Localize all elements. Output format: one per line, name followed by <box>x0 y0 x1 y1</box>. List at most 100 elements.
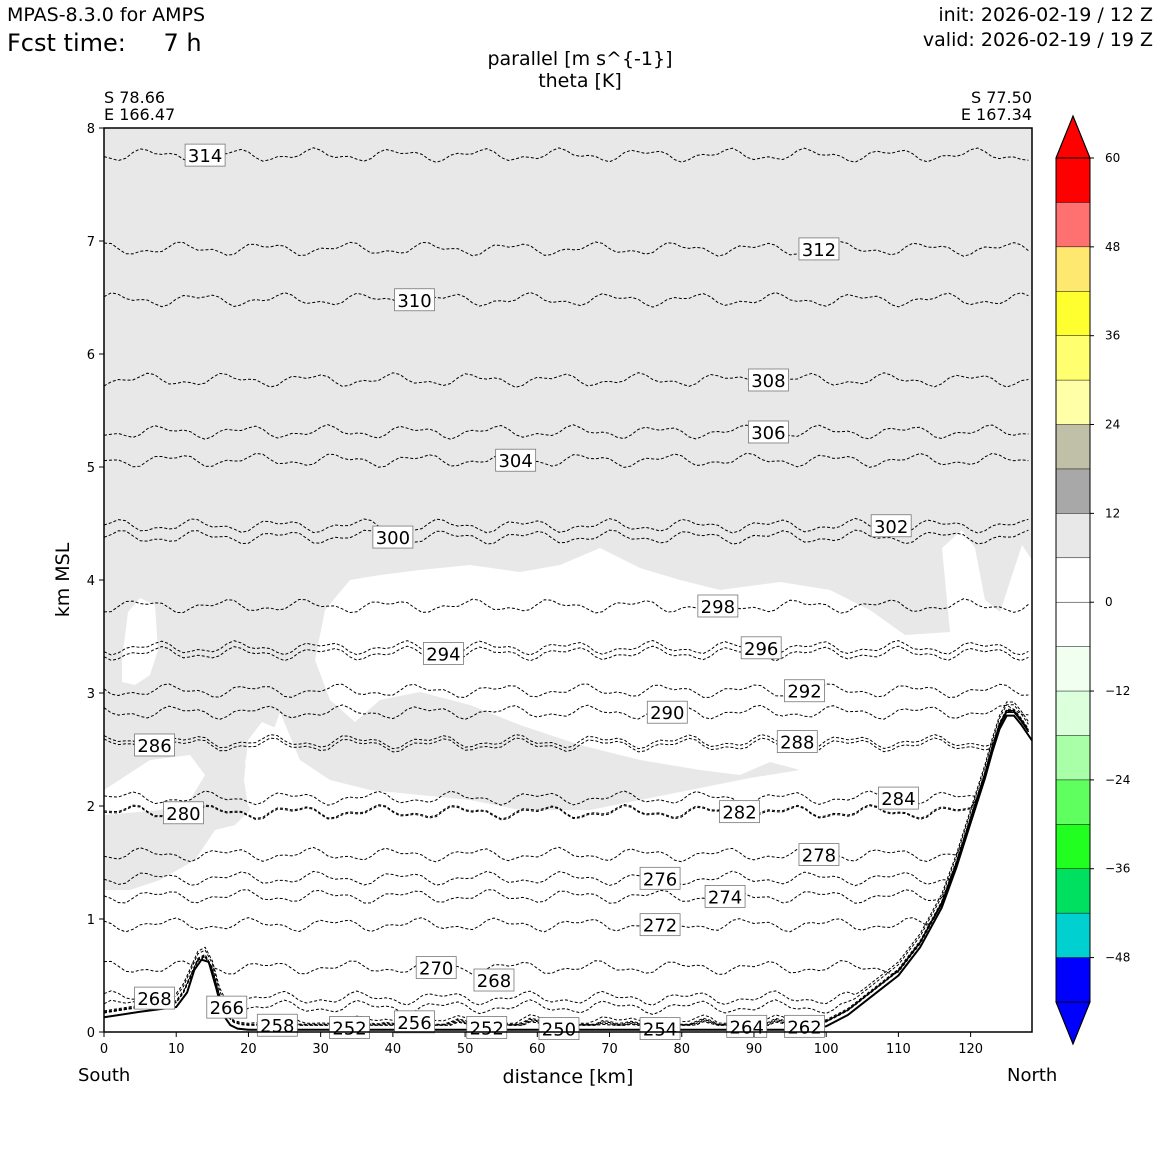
theta-contour-294 <box>104 645 1029 662</box>
contour-label-text: 284 <box>881 789 915 810</box>
theta-contour-282 <box>104 711 1029 820</box>
x-tick-label: 0 <box>100 1042 108 1057</box>
theta-contour-298 <box>104 598 1029 614</box>
x-axis: 0 10 20 30 40 50 60 70 80 90 100 110 120 <box>100 1032 983 1057</box>
colorbar-segment <box>1056 291 1090 336</box>
theta-contour-304 <box>104 452 1029 468</box>
forecast-time: Fcst time: 7 h <box>7 29 202 57</box>
colorbar-segment <box>1056 602 1090 647</box>
forecast-time-label: Fcst time: <box>7 29 126 57</box>
contour-label-text: 280 <box>166 804 200 825</box>
colorbar-segment <box>1056 202 1090 248</box>
colorbar-tick-label: 60 <box>1105 151 1120 165</box>
theta-contour-266 <box>104 704 1029 1016</box>
contour-label: 264 <box>726 1014 768 1038</box>
contour-label-text: 294 <box>426 644 460 665</box>
theta-contour-314 <box>104 147 1029 163</box>
y-tick-label: 5 <box>87 461 95 476</box>
theta-contour-300 <box>104 529 1029 545</box>
shaded-region-upper <box>104 128 1032 890</box>
contour-label-text: 296 <box>744 639 778 660</box>
contour-label-text: 268 <box>477 971 511 992</box>
contour-label: 312 <box>798 237 840 261</box>
contour-label: 250 <box>538 1017 580 1041</box>
colorbar-tick-label: −24 <box>1105 773 1130 787</box>
colorbar-tick-label: 24 <box>1105 418 1120 432</box>
colorbar-tick-label: −12 <box>1105 684 1130 698</box>
contour-label-text: 288 <box>780 733 814 754</box>
theta-contour-280 <box>104 711 1029 821</box>
colorbar: 60 48 36 24 12 0 −12 −24 −36 −48 <box>1055 114 1130 1046</box>
init-time: init: 2026-02-19 / 12 Z <box>938 4 1153 26</box>
contour-label: 266 <box>206 995 248 1019</box>
chart-title: parallel [m s^{-1}] <box>487 48 673 70</box>
contour-label: 262 <box>784 1014 825 1038</box>
contour-label-text: 252 <box>470 1018 504 1039</box>
contour-label: 258 <box>256 1013 298 1037</box>
contour-label: 310 <box>394 288 435 312</box>
theta-contour-290 <box>104 704 1029 721</box>
colorbar-outline <box>1055 114 1091 1046</box>
contour-label-text: 262 <box>787 1017 821 1038</box>
contour-label: 278 <box>798 843 840 867</box>
x-tick-label: 90 <box>746 1042 763 1057</box>
left-endpoint-lat: S 78.66 <box>104 88 166 107</box>
colorbar-extend-top <box>1055 114 1091 159</box>
contour-label: 300 <box>372 525 414 549</box>
y-axis-label: km MSL <box>52 542 74 617</box>
contour-label-text: 256 <box>397 1013 431 1034</box>
theta-contour-274 <box>104 711 1029 904</box>
colorbar-segment <box>1056 646 1090 692</box>
theta-contour-278 <box>104 711 1029 863</box>
contour-label-text: 304 <box>498 451 532 472</box>
theta-contour-296 <box>104 639 1029 656</box>
y-tick-label: 4 <box>87 574 95 589</box>
contour-label: 276 <box>639 866 681 890</box>
theta-contour-276 <box>104 711 1029 887</box>
chart-subtitle: theta [K] <box>538 70 622 92</box>
theta-contour-292 <box>104 683 1029 699</box>
colorbar-segment <box>1056 424 1090 470</box>
y-tick-label: 7 <box>87 235 95 250</box>
theta-contour-288 <box>104 711 1029 750</box>
contour-label: 306 <box>748 420 789 444</box>
theta-contour-312 <box>104 241 1029 257</box>
colorbar-tick-label: 36 <box>1105 329 1120 343</box>
unshaded-pocket <box>244 722 280 812</box>
y-tick-label: 1 <box>87 913 95 928</box>
contour-label-text: 310 <box>397 291 431 312</box>
colorbar-extend-bottom <box>1055 1001 1091 1046</box>
contour-label-text: 292 <box>787 682 821 703</box>
theta-contour-310 <box>104 291 1029 308</box>
unshaded-pocket <box>122 598 158 685</box>
x-tick-label: 100 <box>814 1042 839 1057</box>
wind-shading <box>104 128 1032 890</box>
contour-label-text: 254 <box>643 1020 677 1041</box>
contour-label: 314 <box>184 143 226 167</box>
left-endpoint-lon: E 166.47 <box>104 105 176 124</box>
y-tick-label: 8 <box>87 122 95 137</box>
theta-contour-286 <box>104 711 1029 753</box>
colorbar-tick-label: 48 <box>1105 240 1120 254</box>
y-tick-label: 6 <box>87 348 95 363</box>
contour-label-text: 252 <box>332 1018 366 1039</box>
model-title: MPAS-8.3.0 for AMPS <box>7 4 206 26</box>
theta-contour-272 <box>104 711 1029 933</box>
y-tick-label: 2 <box>87 800 95 815</box>
theta-contour-308 <box>104 372 1029 388</box>
x-axis-label: distance [km] <box>503 1066 634 1088</box>
left-endpoint-name: South <box>78 1065 131 1086</box>
contour-label-text: 274 <box>708 887 742 908</box>
x-tick-label: 40 <box>385 1042 402 1057</box>
x-tick-label: 50 <box>457 1042 474 1057</box>
contour-label: 256 <box>394 1010 435 1034</box>
colorbar-segment <box>1056 824 1090 870</box>
colorbar-segment <box>1056 468 1090 514</box>
contour-label-text: 268 <box>137 989 171 1010</box>
right-endpoint-name: North <box>1007 1065 1058 1086</box>
contour-label-text: 264 <box>730 1017 764 1038</box>
contour-label-text: 270 <box>419 959 453 980</box>
contour-label: 294 <box>423 642 464 665</box>
theta-contour-268 <box>104 701 1029 1006</box>
